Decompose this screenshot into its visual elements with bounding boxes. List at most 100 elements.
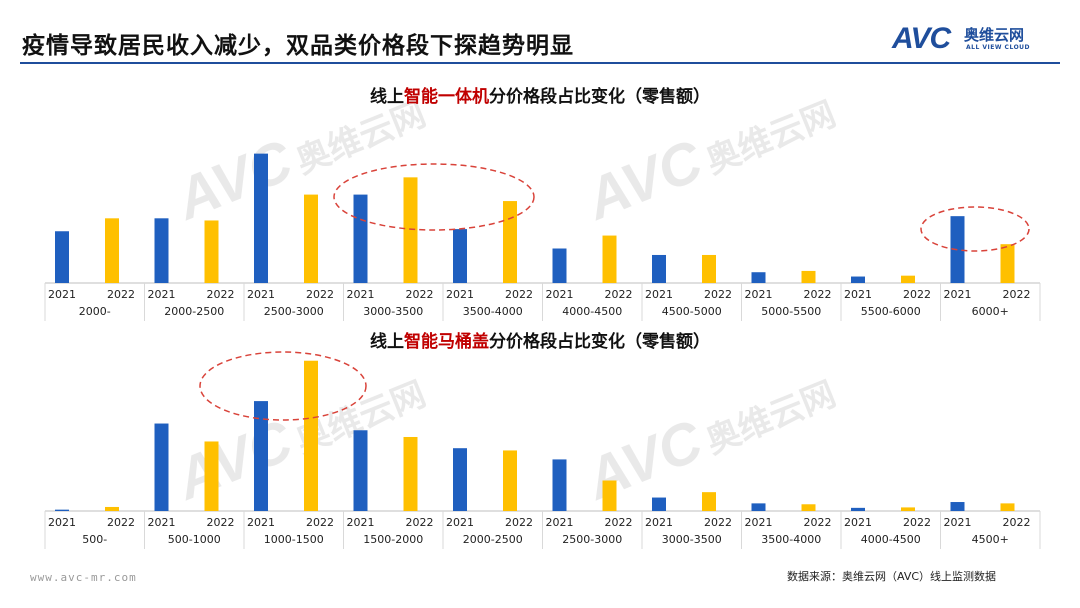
series-tick-label: 2022 bbox=[903, 516, 931, 529]
series-tick-label: 2022 bbox=[107, 288, 135, 301]
bar-2021 bbox=[950, 502, 965, 511]
bar-2022 bbox=[801, 270, 816, 283]
series-tick-label: 2021 bbox=[347, 516, 375, 529]
chart-title-1: 线上智能一体机分价格段占比变化（零售额） bbox=[370, 87, 710, 107]
bar-2022 bbox=[702, 492, 716, 511]
bar-2021 bbox=[552, 459, 567, 511]
bar-2021 bbox=[353, 430, 368, 511]
series-tick-label: 2021 bbox=[247, 516, 275, 529]
series-tick-label: 2021 bbox=[148, 516, 176, 529]
series-tick-label: 2022 bbox=[804, 288, 832, 301]
series-tick-label: 2021 bbox=[844, 288, 872, 301]
series-tick-label: 2021 bbox=[546, 288, 574, 301]
highlight-circle bbox=[199, 351, 367, 421]
bar-2022 bbox=[403, 436, 418, 511]
bar-2022 bbox=[304, 194, 318, 283]
category-tick-label: 4000-4500 bbox=[562, 305, 622, 318]
bar-2022 bbox=[503, 201, 517, 283]
series-tick-label: 2022 bbox=[406, 288, 434, 301]
chart-title-2: 线上智能马桶盖分价格段占比变化（零售额） bbox=[370, 332, 710, 352]
bar-2021 bbox=[453, 448, 467, 511]
bar-2022 bbox=[602, 480, 617, 511]
category-tick-label: 3500-4000 bbox=[761, 533, 821, 546]
highlight-circle bbox=[333, 163, 535, 231]
series-tick-label: 2021 bbox=[48, 288, 76, 301]
bar-2022 bbox=[801, 504, 816, 511]
bar-2022 bbox=[105, 506, 119, 511]
bar-2022 bbox=[1000, 244, 1015, 283]
bar-2021 bbox=[552, 248, 567, 283]
bar-2021 bbox=[154, 218, 169, 283]
category-tick-label: 3000-3500 bbox=[662, 533, 722, 546]
series-tick-label: 2022 bbox=[605, 516, 633, 529]
page-title: 疫情导致居民收入减少，双品类价格段下探趋势明显 bbox=[22, 33, 574, 59]
bar-2021 bbox=[751, 503, 766, 511]
series-tick-label: 2022 bbox=[306, 516, 334, 529]
bar-2022 bbox=[403, 177, 418, 283]
category-tick-label: 5000-5500 bbox=[761, 305, 821, 318]
bar-2022 bbox=[304, 360, 318, 511]
bar-2021 bbox=[55, 231, 69, 283]
series-tick-label: 2022 bbox=[903, 288, 931, 301]
series-tick-label: 2022 bbox=[406, 516, 434, 529]
bar-2022 bbox=[503, 450, 517, 511]
category-tick-label: 2500-3000 bbox=[562, 533, 622, 546]
bar-2021 bbox=[652, 497, 666, 511]
category-tick-label: 2000- bbox=[79, 305, 111, 318]
bar-2021 bbox=[453, 229, 467, 283]
series-tick-label: 2021 bbox=[645, 516, 673, 529]
category-tick-label: 3000-3500 bbox=[363, 305, 423, 318]
logo-cn: 奥维云网 bbox=[964, 26, 1025, 44]
bar-2022 bbox=[901, 275, 915, 283]
bar-2022 bbox=[204, 220, 219, 283]
bar-2021 bbox=[950, 216, 965, 283]
bar-2021 bbox=[652, 254, 666, 283]
bar-2021 bbox=[254, 401, 268, 511]
series-tick-label: 2021 bbox=[745, 516, 773, 529]
bar-2021 bbox=[851, 276, 865, 283]
avc-logo: AVC 奥维云网 ALL VIEW CLOUD bbox=[892, 24, 1062, 56]
series-tick-label: 2022 bbox=[107, 516, 135, 529]
series-tick-label: 2021 bbox=[247, 288, 275, 301]
series-tick-label: 2022 bbox=[1003, 288, 1031, 301]
bar-2022 bbox=[1000, 503, 1015, 511]
series-tick-label: 2021 bbox=[48, 516, 76, 529]
series-tick-label: 2022 bbox=[207, 288, 235, 301]
footer-source: 数据来源：奥维云网（AVC）线上监测数据 bbox=[787, 570, 997, 583]
series-tick-label: 2022 bbox=[704, 516, 732, 529]
logo-en: ALL VIEW CLOUD bbox=[966, 44, 1031, 51]
series-tick-label: 2022 bbox=[505, 516, 533, 529]
series-tick-label: 2021 bbox=[347, 288, 375, 301]
category-tick-label: 5500-6000 bbox=[861, 305, 921, 318]
category-tick-label: 500- bbox=[82, 533, 107, 546]
series-tick-label: 2022 bbox=[804, 516, 832, 529]
logo-mark: AVC bbox=[892, 22, 951, 55]
bar-2021 bbox=[154, 423, 169, 511]
category-tick-label: 6000+ bbox=[972, 305, 1009, 318]
highlight-circle bbox=[920, 206, 1030, 252]
bar-2021 bbox=[55, 509, 69, 511]
bar-2021 bbox=[254, 153, 268, 283]
series-tick-label: 2021 bbox=[944, 288, 972, 301]
bar-2022 bbox=[702, 254, 716, 283]
series-tick-label: 2021 bbox=[546, 516, 574, 529]
category-tick-label: 2000-2500 bbox=[463, 533, 523, 546]
category-tick-label: 4500-5000 bbox=[662, 305, 722, 318]
category-tick-label: 4500+ bbox=[972, 533, 1009, 546]
category-tick-label: 2000-2500 bbox=[164, 305, 224, 318]
category-tick-label: 2500-3000 bbox=[264, 305, 324, 318]
category-tick-label: 4000-4500 bbox=[861, 533, 921, 546]
bar-2022 bbox=[204, 441, 219, 511]
series-tick-label: 2021 bbox=[645, 288, 673, 301]
series-tick-label: 2021 bbox=[844, 516, 872, 529]
bar-2021 bbox=[851, 507, 865, 511]
category-tick-label: 1500-2000 bbox=[363, 533, 423, 546]
series-tick-label: 2021 bbox=[148, 288, 176, 301]
footer-url[interactable]: www.avc-mr.com bbox=[30, 571, 137, 584]
series-tick-label: 2022 bbox=[605, 288, 633, 301]
series-tick-label: 2022 bbox=[1003, 516, 1031, 529]
series-tick-label: 2021 bbox=[944, 516, 972, 529]
bar-2022 bbox=[602, 235, 617, 283]
series-tick-label: 2022 bbox=[306, 288, 334, 301]
